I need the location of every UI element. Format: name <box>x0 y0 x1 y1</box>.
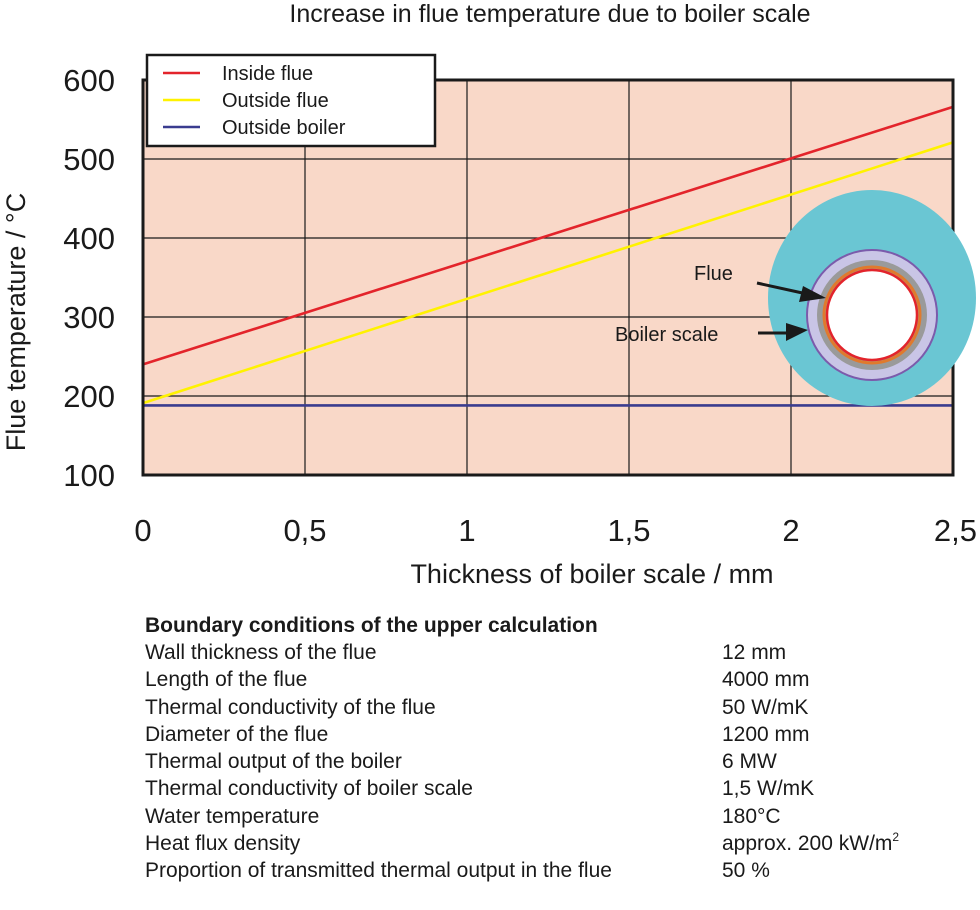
y-tick-label: 200 <box>63 379 115 414</box>
series-line-outside-flue <box>142 141 954 405</box>
condition-label: Diameter of the flue <box>145 722 329 746</box>
legend-label-inside-flue: Inside flue <box>222 63 313 85</box>
x-tick-label: 0 <box>134 513 151 548</box>
boundary-conditions-table: Boundary conditions of the upper calcula… <box>145 612 945 885</box>
condition-value: 4000 mm <box>722 668 810 692</box>
x-axis-label: Thickness of boiler scale / mm <box>410 559 773 589</box>
inset-label-boiler-scale: Boiler scale <box>615 324 718 346</box>
x-axis-ticks: 0 0,5 1 1,5 2 2,5 <box>134 513 977 548</box>
condition-row: Proportion of transmitted thermal output… <box>145 857 945 884</box>
y-axis-ticks: 100 200 300 400 500 600 <box>63 63 115 493</box>
condition-row: Thermal conductivity of the flue 50 W/mK <box>145 694 945 721</box>
condition-value: approx. 200 kW/m2 <box>722 830 900 856</box>
legend-label-outside-boiler: Outside boiler <box>222 117 346 139</box>
scale-arrowhead <box>786 323 808 341</box>
flue-wall <box>822 265 922 365</box>
condition-label: Length of the flue <box>145 668 308 692</box>
condition-row: Heat flux density approx. 200 kW/m2 <box>145 830 945 857</box>
flue-arrowhead <box>799 286 826 302</box>
legend: Inside flue Outside flue Outside boiler <box>145 53 437 148</box>
condition-row: Thermal output of the boiler 6 MW <box>145 748 945 775</box>
condition-label: Thermal output of the boiler <box>145 750 402 774</box>
y-axis-label: Flue temperature / °C <box>1 193 31 451</box>
condition-label: Water temperature <box>145 804 320 828</box>
condition-value: 12 mm <box>722 641 787 664</box>
condition-label: Heat flux density <box>145 832 301 856</box>
condition-row: Water temperature 180°C <box>145 803 945 830</box>
condition-row: Thermal conductivity of boiler scale 1,5 … <box>145 775 945 802</box>
inset-label-flue: Flue <box>694 263 733 285</box>
condition-row: Wall thickness of the flue 12 mm <box>145 639 945 666</box>
y-tick-label: 300 <box>63 300 115 335</box>
chart-title: Increase in flue temperature due to boil… <box>289 0 810 28</box>
x-tick-label: 2 <box>782 513 799 548</box>
y-tick-label: 500 <box>63 142 115 177</box>
legend-label-outside-flue: Outside flue <box>222 90 329 112</box>
x-tick-label: 2,5 <box>934 513 977 548</box>
condition-label: Wall thickness of the flue <box>145 641 377 664</box>
condition-label: Thermal conductivity of the flue <box>145 695 436 719</box>
condition-value: 50 % <box>722 859 770 883</box>
conditions-heading: Boundary conditions of the upper calcula… <box>145 614 598 637</box>
flue-cross-section-inset: Flue Boiler scale <box>615 190 976 406</box>
series-line-inside-flue <box>142 105 954 366</box>
x-tick-label: 1,5 <box>607 513 650 548</box>
y-tick-label: 100 <box>63 458 115 493</box>
condition-value: 50 W/mK <box>722 695 809 719</box>
condition-value: 6 MW <box>722 750 777 774</box>
condition-value: 1200 mm <box>722 722 810 746</box>
condition-row: Length of the flue 4000 mm <box>145 666 945 693</box>
condition-label: Thermal conductivity of boiler scale <box>145 777 473 801</box>
x-tick-label: 0,5 <box>283 513 326 548</box>
condition-value: 180°C <box>722 804 781 828</box>
flue-pointer-arrow <box>756 281 808 296</box>
condition-value: 1,5 W/mK <box>722 777 815 801</box>
y-tick-label: 600 <box>63 63 115 98</box>
conditions-rows: Wall thickness of the flue 12 mm Length of… <box>145 639 945 885</box>
x-tick-label: 1 <box>458 513 475 548</box>
condition-value-superscript: 2 <box>892 830 900 845</box>
condition-label: Proportion of transmitted thermal output… <box>145 859 612 883</box>
y-tick-label: 400 <box>63 221 115 256</box>
condition-row: Diameter of the flue 1200 mm <box>145 721 945 748</box>
series-lines <box>142 105 954 407</box>
flue-interior <box>825 268 919 362</box>
chart: Increase in flue temperature due to boil… <box>1 0 977 589</box>
